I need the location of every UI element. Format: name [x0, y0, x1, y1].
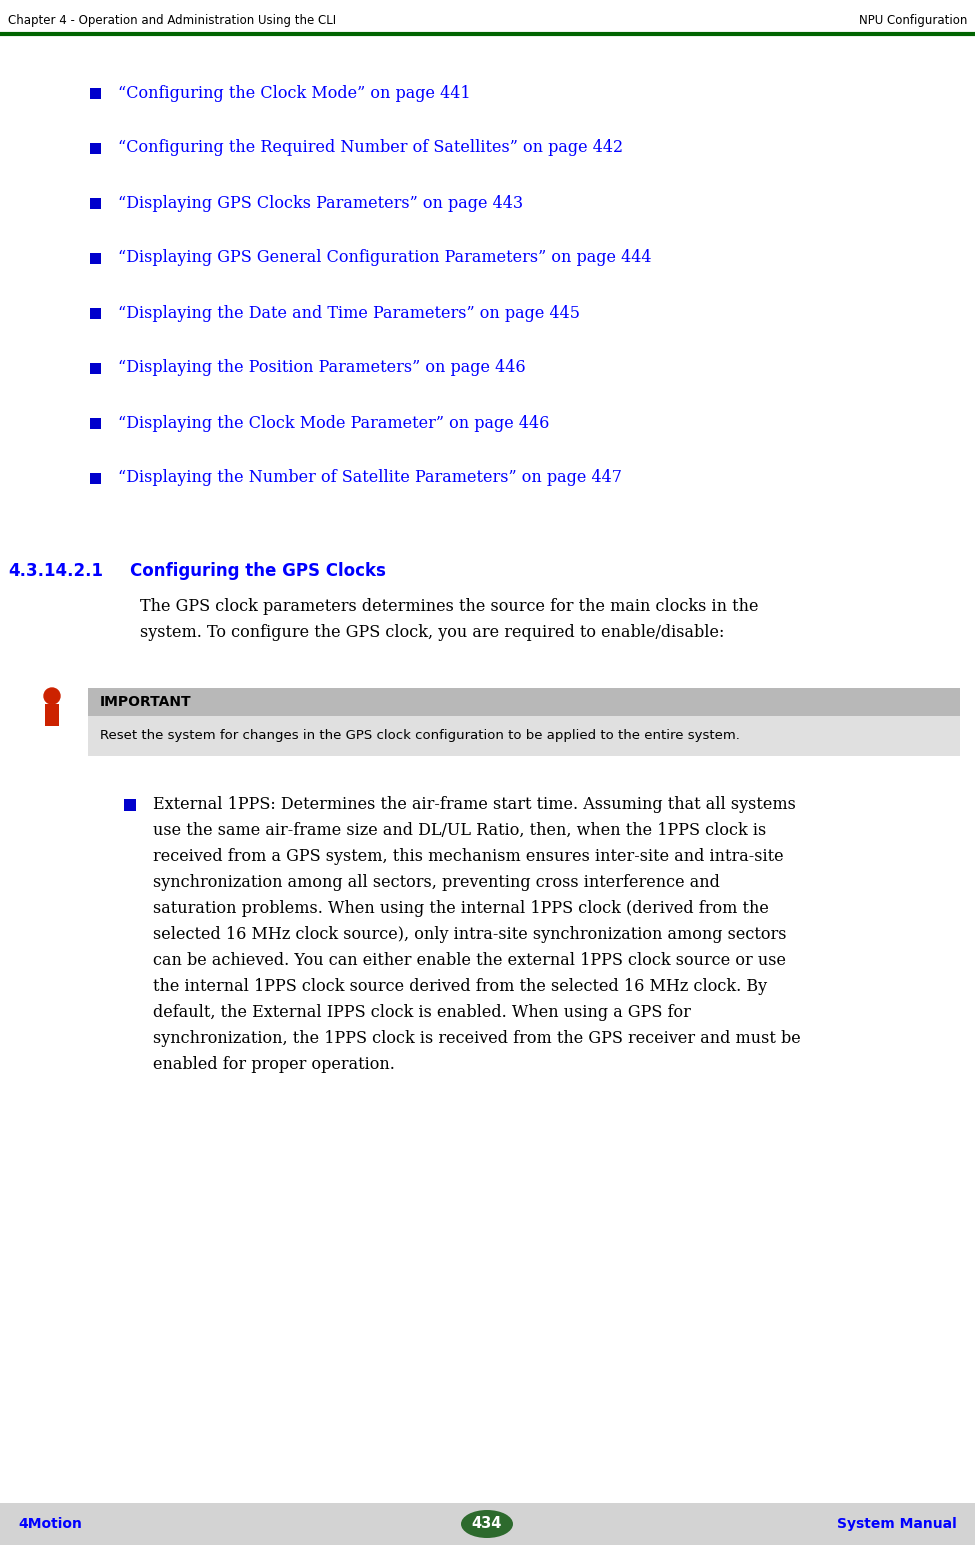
Text: The GPS clock parameters determines the source for the main clocks in the: The GPS clock parameters determines the …: [140, 598, 759, 615]
Text: “Displaying the Clock Mode Parameter” on page 446: “Displaying the Clock Mode Parameter” on…: [118, 414, 549, 431]
Text: Configuring the GPS Clocks: Configuring the GPS Clocks: [130, 562, 386, 579]
Bar: [90, 198, 100, 209]
Bar: [90, 88, 100, 99]
Text: IMPORTANT: IMPORTANT: [100, 695, 192, 709]
Text: 4.3.14.2.1: 4.3.14.2.1: [8, 562, 103, 579]
Text: use the same air-frame size and DL/UL Ratio, then, when the 1PPS clock is: use the same air-frame size and DL/UL Ra…: [153, 822, 766, 839]
Bar: [90, 417, 100, 428]
Text: system. To configure the GPS clock, you are required to enable/disable:: system. To configure the GPS clock, you …: [140, 624, 724, 641]
Text: “Configuring the Clock Mode” on page 441: “Configuring the Clock Mode” on page 441: [118, 85, 471, 102]
Text: synchronization, the 1PPS clock is received from the GPS receiver and must be: synchronization, the 1PPS clock is recei…: [153, 1031, 800, 1048]
Text: synchronization among all sectors, preventing cross interference and: synchronization among all sectors, preve…: [153, 874, 720, 891]
Text: “Displaying the Number of Satellite Parameters” on page 447: “Displaying the Number of Satellite Para…: [118, 470, 622, 487]
Text: “Displaying the Date and Time Parameters” on page 445: “Displaying the Date and Time Parameters…: [118, 304, 580, 321]
Text: External 1PPS: Determines the air-frame start time. Assuming that all systems: External 1PPS: Determines the air-frame …: [153, 796, 796, 813]
FancyBboxPatch shape: [0, 1503, 975, 1545]
Text: NPU Configuration: NPU Configuration: [859, 14, 967, 26]
Text: “Displaying the Position Parameters” on page 446: “Displaying the Position Parameters” on …: [118, 360, 526, 377]
Text: selected 16 MHz clock source), only intra-site synchronization among sectors: selected 16 MHz clock source), only intr…: [153, 925, 787, 942]
Bar: [90, 473, 100, 484]
Text: 4Motion: 4Motion: [18, 1517, 82, 1531]
Text: “Configuring the Required Number of Satellites” on page 442: “Configuring the Required Number of Sate…: [118, 139, 623, 156]
Bar: [124, 799, 136, 811]
Bar: [90, 363, 100, 374]
Text: “Displaying GPS General Configuration Parameters” on page 444: “Displaying GPS General Configuration Pa…: [118, 249, 651, 266]
Text: Reset the system for changes in the GPS clock configuration to be applied to the: Reset the system for changes in the GPS …: [100, 729, 740, 743]
Bar: [45, 705, 59, 726]
Text: saturation problems. When using the internal 1PPS clock (derived from the: saturation problems. When using the inte…: [153, 901, 769, 918]
Text: default, the External IPPS clock is enabled. When using a GPS for: default, the External IPPS clock is enab…: [153, 1004, 691, 1021]
Text: 434: 434: [472, 1517, 502, 1531]
Bar: [90, 252, 100, 264]
Text: received from a GPS system, this mechanism ensures inter-site and intra-site: received from a GPS system, this mechani…: [153, 848, 784, 865]
Bar: [90, 142, 100, 153]
FancyBboxPatch shape: [88, 688, 960, 715]
Text: enabled for proper operation.: enabled for proper operation.: [153, 1055, 395, 1072]
Text: the internal 1PPS clock source derived from the selected 16 MHz clock. By: the internal 1PPS clock source derived f…: [153, 978, 767, 995]
Ellipse shape: [461, 1509, 513, 1537]
Text: “Displaying GPS Clocks Parameters” on page 443: “Displaying GPS Clocks Parameters” on pa…: [118, 195, 524, 212]
FancyBboxPatch shape: [88, 715, 960, 756]
Text: System Manual: System Manual: [838, 1517, 957, 1531]
Bar: [90, 307, 100, 318]
Text: Chapter 4 - Operation and Administration Using the CLI: Chapter 4 - Operation and Administration…: [8, 14, 336, 26]
Circle shape: [44, 688, 60, 705]
Text: can be achieved. You can either enable the external 1PPS clock source or use: can be achieved. You can either enable t…: [153, 952, 786, 969]
